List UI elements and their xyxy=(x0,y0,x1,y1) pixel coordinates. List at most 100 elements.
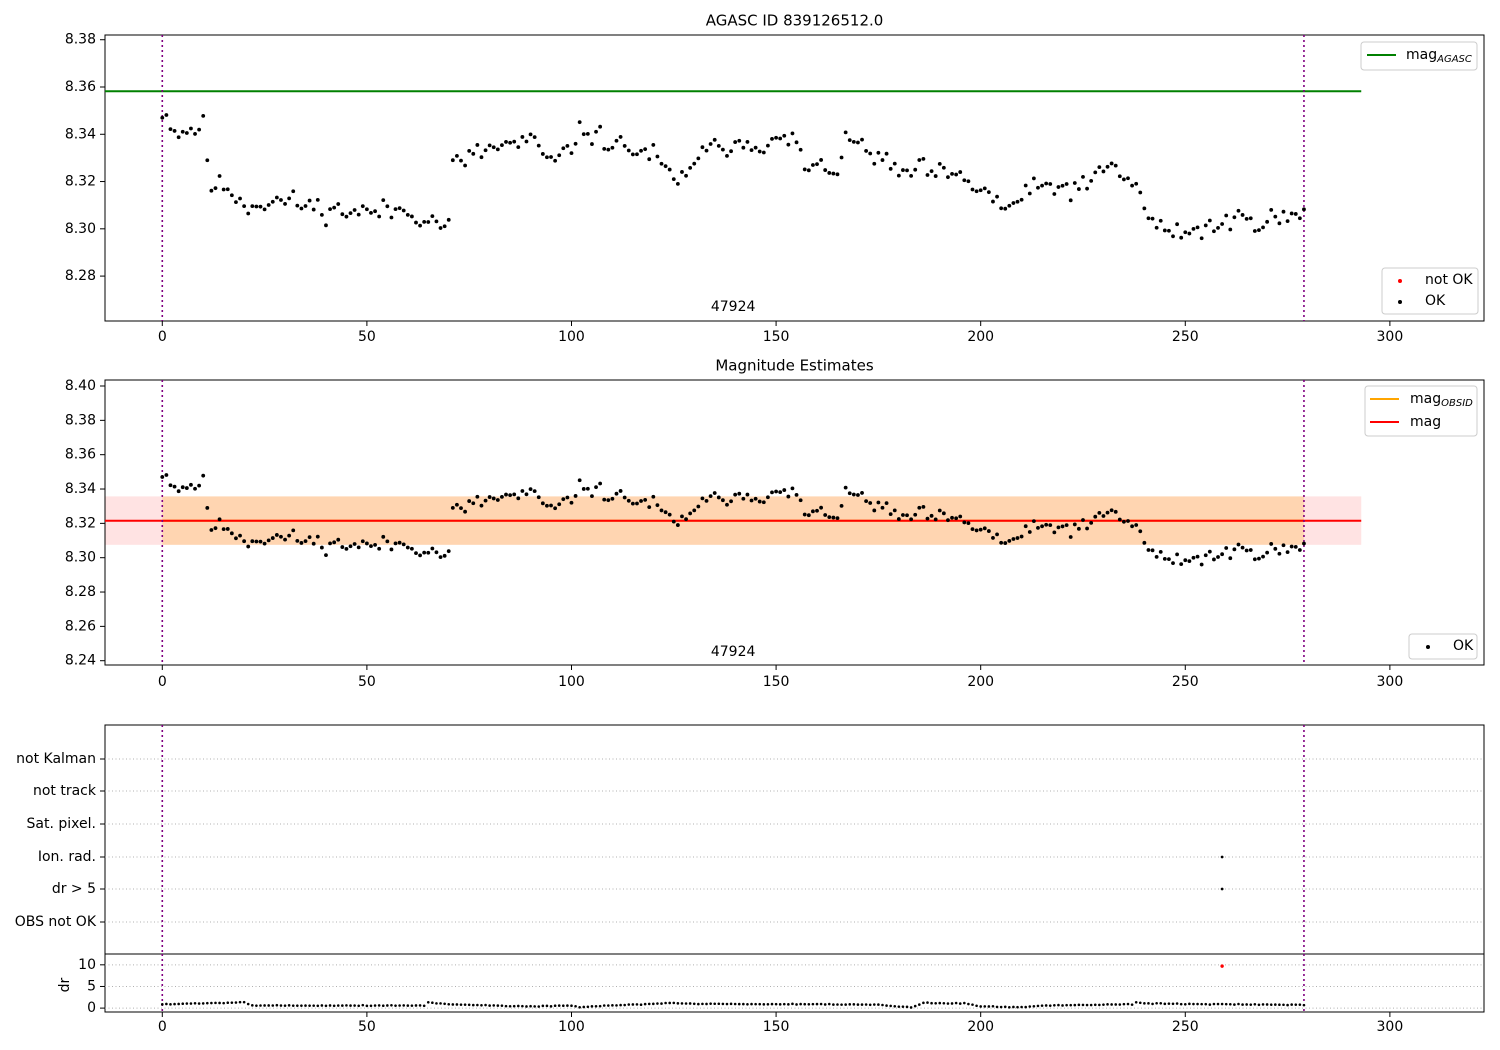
ok-point xyxy=(352,542,357,546)
ok-point xyxy=(471,501,476,506)
dr-point xyxy=(242,1000,246,1004)
ok-point xyxy=(209,188,214,193)
ok-point xyxy=(164,113,169,117)
dr-point xyxy=(263,1004,266,1007)
ok-point xyxy=(864,149,869,153)
ok-point xyxy=(806,513,811,518)
ok-point xyxy=(307,535,312,540)
ok-point xyxy=(663,164,668,169)
legend-label-ok: OK xyxy=(1453,638,1474,654)
ok-point xyxy=(1150,548,1155,553)
ok-point xyxy=(180,485,185,490)
legend-bottom xyxy=(1381,267,1479,315)
ok-point xyxy=(1072,181,1077,185)
ok-point xyxy=(1224,546,1229,550)
ok-point xyxy=(1285,550,1290,554)
ok-point xyxy=(995,194,999,199)
dr-point xyxy=(1098,1003,1101,1007)
panel-magnitude-ytick-label: 8.26 xyxy=(65,618,96,634)
ok-point xyxy=(565,143,570,148)
dr-point xyxy=(1151,1002,1154,1006)
ok-point xyxy=(1240,213,1245,217)
dr-point xyxy=(484,1003,487,1007)
dr-point xyxy=(692,1002,696,1006)
ok-point xyxy=(520,135,525,139)
dr-point xyxy=(705,1002,708,1006)
dr-point xyxy=(991,1004,995,1008)
ok-point xyxy=(901,168,905,172)
ok-point xyxy=(1167,557,1171,561)
ok-point xyxy=(692,161,697,166)
ok-point xyxy=(1232,215,1237,220)
ok-point xyxy=(1187,559,1192,564)
dr-point xyxy=(1122,1002,1126,1006)
ok-point xyxy=(835,172,840,177)
ok-point xyxy=(393,207,398,212)
dr-point xyxy=(1053,1003,1056,1007)
ok-point xyxy=(757,499,762,504)
ok-point xyxy=(274,533,279,537)
ok-point xyxy=(1150,216,1155,221)
dr-point xyxy=(987,1005,991,1008)
flag-label: OBS not OK xyxy=(15,914,97,930)
dr-point xyxy=(1040,1004,1044,1007)
ok-point xyxy=(189,126,193,131)
ok-point xyxy=(258,204,263,209)
ok-point xyxy=(606,147,611,152)
ok-point xyxy=(790,131,795,136)
ok-point xyxy=(364,541,369,546)
dr-point xyxy=(975,1004,978,1008)
dr-point xyxy=(1179,1002,1183,1006)
ok-point xyxy=(581,132,586,137)
dr-point xyxy=(1253,1002,1257,1006)
ok-point xyxy=(397,206,402,211)
ok-point xyxy=(823,513,828,517)
dr-point xyxy=(1200,1002,1203,1006)
dr-point xyxy=(1282,1003,1285,1007)
dr-point xyxy=(508,1004,512,1008)
ok-point xyxy=(270,199,275,204)
ok-point xyxy=(716,495,721,500)
dr-point xyxy=(320,1004,324,1007)
ok-point xyxy=(753,145,758,150)
ok-point xyxy=(688,511,693,516)
ok-point xyxy=(720,498,725,503)
ok-point xyxy=(741,145,746,150)
dr-point xyxy=(275,1003,279,1007)
ok-point xyxy=(1191,226,1196,231)
ok-point xyxy=(459,506,463,511)
dr-point xyxy=(533,1005,536,1008)
dr-point xyxy=(357,1004,361,1008)
dr-point xyxy=(1159,1001,1163,1005)
dr-point xyxy=(545,1004,549,1008)
dr-point xyxy=(189,1002,193,1005)
dr-point xyxy=(872,1003,876,1006)
ok-point xyxy=(250,539,255,544)
dr-point xyxy=(312,1004,315,1007)
ok-point xyxy=(941,511,946,516)
ok-point xyxy=(561,497,566,502)
ok-point xyxy=(234,536,238,541)
ok-point xyxy=(246,211,251,216)
ok-point xyxy=(991,536,995,540)
dr-point xyxy=(967,1002,970,1006)
ok-point xyxy=(868,501,873,505)
ok-point xyxy=(238,196,242,201)
dr-point xyxy=(516,1004,520,1008)
ok-point xyxy=(1093,514,1098,519)
dr-point xyxy=(1147,1002,1150,1005)
ok-point xyxy=(892,161,897,166)
dr-point xyxy=(488,1004,491,1007)
ok-point xyxy=(1273,214,1278,219)
ok-point xyxy=(1044,181,1049,186)
ok-point xyxy=(794,140,799,145)
ok-point xyxy=(500,143,504,148)
ok-point xyxy=(344,214,349,219)
ok-point xyxy=(336,202,341,206)
ok-point xyxy=(1199,562,1204,567)
dr-point xyxy=(218,1001,221,1005)
dr-point xyxy=(1245,1003,1248,1006)
ok-point xyxy=(389,547,394,552)
dr-point xyxy=(1290,1003,1293,1006)
